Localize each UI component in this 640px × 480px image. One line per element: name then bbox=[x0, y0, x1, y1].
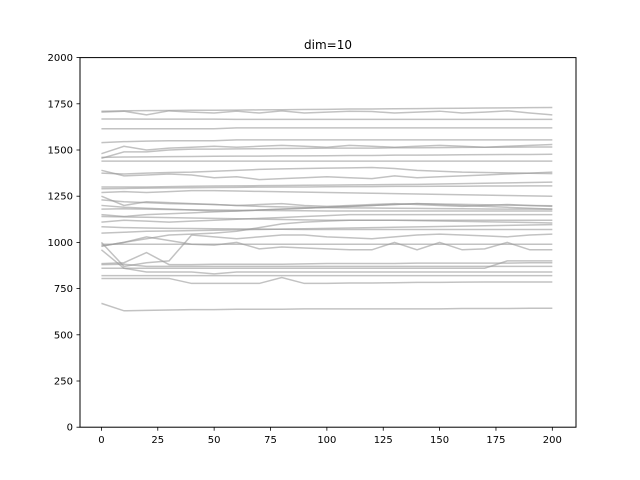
series-line-18 bbox=[101, 208, 553, 212]
series-line-13 bbox=[101, 185, 553, 190]
series-line-21 bbox=[101, 213, 553, 223]
series-line-12 bbox=[101, 181, 553, 188]
y-tick-label: 0 bbox=[67, 423, 73, 434]
y-tick-label: 250 bbox=[54, 377, 73, 388]
series-line-25 bbox=[100, 233, 553, 268]
y-tick-label: 1500 bbox=[48, 146, 73, 157]
series-line-33 bbox=[101, 276, 553, 285]
series-line-24 bbox=[101, 219, 553, 247]
chart-title: dim=10 bbox=[304, 38, 352, 52]
x-tick-label: 0 bbox=[98, 435, 104, 446]
series-line-4 bbox=[101, 127, 553, 130]
series-line-29 bbox=[101, 251, 553, 266]
y-tick-label: 500 bbox=[54, 330, 73, 341]
series-line-8 bbox=[101, 153, 553, 159]
x-tick-label: 50 bbox=[208, 435, 221, 446]
y-axis: 0 250 500 750 1000 1250 1500 1750 2000 bbox=[48, 53, 80, 434]
series-line-10 bbox=[101, 169, 553, 181]
y-tick-label: 750 bbox=[54, 284, 73, 295]
series-line-5 bbox=[101, 139, 553, 144]
y-tick-label: 1250 bbox=[48, 192, 73, 203]
series-line-19 bbox=[101, 202, 553, 218]
x-tick-label: 25 bbox=[151, 435, 164, 446]
series-line-7 bbox=[101, 146, 553, 160]
x-tick-label: 100 bbox=[317, 435, 336, 446]
x-tick-label: 200 bbox=[543, 435, 562, 446]
x-tick-label: 150 bbox=[430, 435, 449, 446]
x-axis: 0 25 50 75 100 125 150 175 200 bbox=[98, 427, 562, 446]
series-line-23 bbox=[101, 223, 553, 234]
x-tick-label: 175 bbox=[486, 435, 505, 446]
series-line-28 bbox=[100, 249, 553, 270]
series-line-2 bbox=[101, 106, 553, 112]
series-line-20 bbox=[101, 215, 553, 221]
y-tick-label: 1000 bbox=[48, 238, 73, 249]
series-line-31 bbox=[101, 267, 553, 275]
y-tick-label: 1750 bbox=[48, 99, 73, 110]
y-tick-label: 2000 bbox=[48, 53, 73, 64]
series-line-30 bbox=[101, 263, 553, 268]
series-line-11 bbox=[101, 166, 553, 175]
series-line-1 bbox=[101, 110, 553, 116]
x-tick-label: 75 bbox=[264, 435, 277, 446]
series-line-26 bbox=[101, 236, 553, 251]
series-line-34 bbox=[101, 302, 553, 312]
series-line-22 bbox=[101, 225, 553, 231]
series-lines bbox=[100, 106, 553, 312]
series-line-14 bbox=[101, 189, 553, 197]
x-tick-label: 125 bbox=[374, 435, 393, 446]
